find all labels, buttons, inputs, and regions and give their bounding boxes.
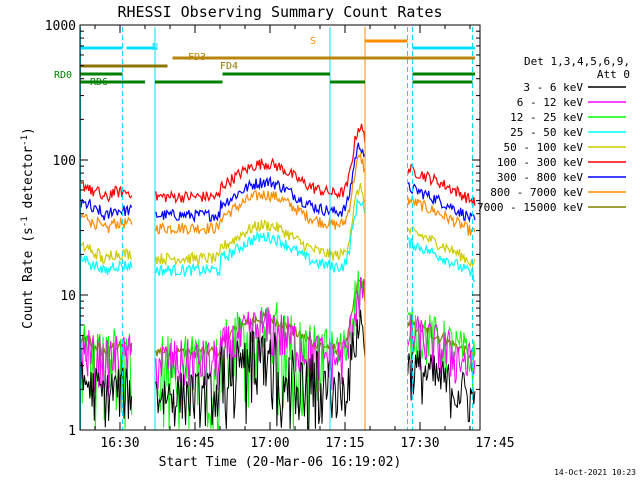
plot-frame	[79, 24, 481, 431]
legend-label: 6 - 12 keV	[517, 96, 584, 109]
legend-label: 50 - 100 keV	[504, 141, 584, 154]
series-line-7	[79, 213, 133, 234]
chart-title: RHESSI Observing Summary Count Rates	[117, 3, 442, 21]
flag-label: RD0	[54, 70, 72, 81]
x-axis-label: Start Time (20-Mar-06 16:19:02)	[159, 455, 402, 470]
series-line-4	[407, 226, 476, 268]
legend-label: 25 - 50 keV	[510, 126, 583, 139]
x-tick-label: 17:15	[325, 436, 364, 451]
legend-label: 12 - 25 keV	[510, 111, 583, 124]
x-axis: 16:30 16:45 17:00 17:15 17:30 17:45	[94, 25, 515, 451]
legend-label: 100 - 300 keV	[497, 156, 583, 169]
legend-label: 3 - 6 keV	[523, 81, 583, 94]
flag-label: RD6	[90, 77, 108, 88]
y-tick-label: 100	[53, 154, 76, 169]
series-line-5	[155, 123, 366, 204]
x-tick-label: 16:45	[175, 436, 214, 451]
series-line-6	[79, 199, 133, 221]
series-line-1	[407, 314, 476, 384]
series-line-5	[79, 180, 133, 203]
plot-area: N S FD3 FD4 RD0 RD6	[54, 27, 476, 430]
x-tick-label: 17:00	[250, 436, 289, 451]
flag-label: N	[152, 42, 158, 53]
legend-label: 300 - 800 keV	[497, 171, 583, 184]
y-tick-label: 10	[60, 289, 76, 304]
x-tick-label: 17:45	[475, 436, 514, 451]
series-line-7	[407, 194, 476, 236]
series-line-0	[79, 360, 133, 428]
y-axis: 1 10 100 1000	[45, 19, 480, 439]
series-line-6	[155, 142, 366, 224]
y-axis-label: Count Rate (s-1 detector-1)	[20, 127, 36, 329]
series-line-3	[79, 254, 133, 275]
y-tick-label: 1	[68, 424, 76, 439]
legend-header-2: Att 0	[597, 68, 630, 81]
flag-label: S	[310, 36, 316, 47]
series-line-5	[407, 163, 476, 207]
x-tick-label: 17:30	[400, 436, 439, 451]
y-tick-label: 1000	[45, 19, 76, 34]
flag-label: FD3	[188, 52, 206, 63]
series-line-1	[79, 330, 133, 397]
legend-label: 7000 - 15000 keV	[477, 201, 583, 214]
legend-header-1: Det 1,3,4,5,6,9,	[524, 55, 630, 68]
footer-date: 14-Oct-2021 10:23	[554, 468, 636, 477]
series-line-3	[407, 237, 476, 283]
legend: 3 - 6 keV 6 - 12 keV 12 - 25 keV 25 - 50 ke…	[477, 81, 626, 214]
x-tick-label: 16:30	[100, 436, 139, 451]
legend-label: 800 - 7000 keV	[490, 186, 583, 199]
series-line-6	[407, 181, 476, 223]
flag-label: FD4	[220, 61, 238, 72]
series-line-0	[407, 350, 476, 423]
series-line-4	[79, 241, 133, 264]
